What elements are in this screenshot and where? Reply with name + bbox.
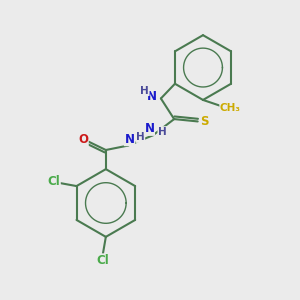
Text: H: H	[136, 132, 145, 142]
Text: Cl: Cl	[97, 254, 109, 267]
Text: CH₃: CH₃	[220, 103, 241, 113]
Text: S: S	[200, 115, 208, 128]
Text: H: H	[158, 127, 167, 137]
Text: Cl: Cl	[47, 175, 60, 188]
Text: N: N	[147, 91, 157, 103]
Text: N: N	[144, 122, 154, 135]
Text: N: N	[124, 133, 134, 146]
Text: O: O	[78, 133, 88, 146]
Text: H: H	[140, 85, 149, 95]
